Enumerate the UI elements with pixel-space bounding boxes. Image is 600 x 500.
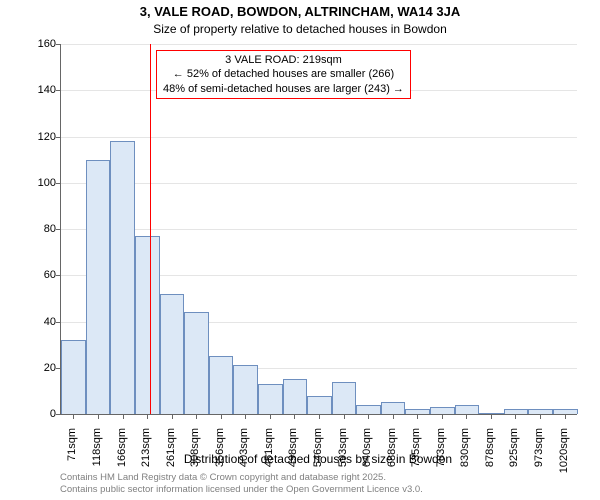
y-tick-label: 0 (26, 408, 56, 420)
x-tick-label: 735sqm (410, 428, 422, 478)
annotation-line2: ← 52% of detached houses are smaller (26… (163, 67, 404, 81)
histogram-bar (307, 396, 332, 415)
x-tick-label: 830sqm (459, 428, 471, 478)
x-tick-label: 308sqm (189, 428, 201, 478)
y-tick-label: 160 (26, 38, 56, 50)
histogram-bar (160, 294, 185, 414)
plot-area: 3 VALE ROAD: 219sqm← 52% of detached hou… (60, 44, 577, 415)
y-tick-label: 100 (26, 177, 56, 189)
gridline (61, 137, 577, 138)
x-tick-label: 166sqm (116, 428, 128, 478)
histogram-bar (381, 402, 406, 414)
x-tick-label: 688sqm (386, 428, 398, 478)
x-tick-label: 640sqm (361, 428, 373, 478)
x-tick-label: 925sqm (508, 428, 520, 478)
histogram-bar (455, 405, 480, 414)
chart-title-sub: Size of property relative to detached ho… (0, 22, 600, 36)
x-tick-label: 356sqm (214, 428, 226, 478)
chart-container: 3, VALE ROAD, BOWDON, ALTRINCHAM, WA14 3… (0, 0, 600, 500)
histogram-bar (356, 405, 381, 414)
histogram-bar (110, 141, 135, 414)
annotation-line1: 3 VALE ROAD: 219sqm (163, 53, 404, 67)
x-tick-label: 546sqm (312, 428, 324, 478)
y-tick-label: 40 (26, 316, 56, 328)
marker-line (150, 44, 151, 414)
histogram-bar (332, 382, 357, 414)
histogram-bar (86, 160, 111, 414)
histogram-bar (283, 379, 308, 414)
y-tick-label: 60 (26, 269, 56, 281)
annotation-box: 3 VALE ROAD: 219sqm← 52% of detached hou… (156, 50, 411, 99)
histogram-bar (61, 340, 86, 414)
gridline (61, 44, 577, 45)
y-tick-label: 20 (26, 362, 56, 374)
histogram-bar (430, 407, 455, 414)
histogram-bar (209, 356, 234, 414)
x-tick-label: 593sqm (337, 428, 349, 478)
x-tick-label: 878sqm (484, 428, 496, 478)
y-tick-label: 140 (26, 84, 56, 96)
x-tick-label: 783sqm (435, 428, 447, 478)
x-tick-label: 261sqm (165, 428, 177, 478)
x-tick-label: 1020sqm (558, 428, 570, 478)
histogram-bar (184, 312, 209, 414)
chart-title-main: 3, VALE ROAD, BOWDON, ALTRINCHAM, WA14 3… (0, 4, 600, 19)
x-tick-label: 118sqm (91, 428, 103, 478)
histogram-bar (258, 384, 283, 414)
gridline (61, 183, 577, 184)
x-tick-label: 71sqm (66, 428, 78, 478)
footnote-line2: Contains public sector information licen… (60, 484, 423, 495)
histogram-bar (135, 236, 160, 414)
y-tick-label: 80 (26, 223, 56, 235)
y-tick-label: 120 (26, 131, 56, 143)
annotation-line3: 48% of semi-detached houses are larger (… (163, 82, 404, 96)
x-tick-label: 451sqm (263, 428, 275, 478)
x-tick-label: 213sqm (140, 428, 152, 478)
x-tick-label: 973sqm (533, 428, 545, 478)
x-tick-label: 498sqm (287, 428, 299, 478)
x-tick-label: 403sqm (238, 428, 250, 478)
histogram-bar (233, 365, 258, 414)
gridline (61, 229, 577, 230)
